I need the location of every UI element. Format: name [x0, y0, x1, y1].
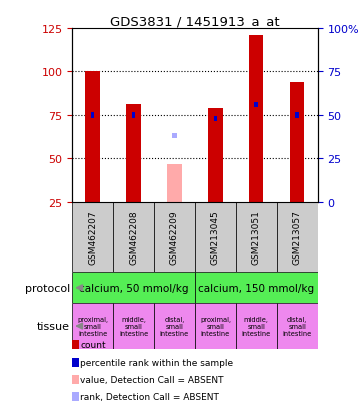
Bar — [167, 164, 182, 202]
Bar — [132, 113, 135, 118]
Bar — [195, 304, 236, 349]
Bar — [126, 105, 141, 202]
Bar — [72, 273, 195, 304]
Text: GSM462208: GSM462208 — [129, 210, 138, 265]
Bar — [295, 113, 299, 118]
Bar — [154, 202, 195, 273]
Text: middle,
small
intestine: middle, small intestine — [119, 316, 148, 336]
Bar — [214, 116, 217, 122]
Bar — [290, 83, 304, 202]
Text: calcium, 50 mmol/kg: calcium, 50 mmol/kg — [79, 283, 188, 293]
Text: rank, Detection Call = ABSENT: rank, Detection Call = ABSENT — [80, 392, 219, 401]
Bar — [113, 304, 154, 349]
Bar — [113, 202, 154, 273]
Bar — [195, 273, 318, 304]
Bar — [154, 304, 195, 349]
Bar — [86, 72, 100, 202]
Bar — [236, 304, 277, 349]
Text: count: count — [80, 340, 106, 349]
Bar — [255, 102, 258, 108]
Text: calcium, 150 mmol/kg: calcium, 150 mmol/kg — [198, 283, 314, 293]
Bar — [72, 304, 113, 349]
Text: tissue: tissue — [37, 321, 70, 331]
Text: distal,
small
intestine: distal, small intestine — [283, 316, 312, 336]
Bar — [208, 109, 222, 202]
Text: GSM462209: GSM462209 — [170, 210, 179, 265]
Title: GDS3831 / 1451913_a_at: GDS3831 / 1451913_a_at — [110, 15, 280, 28]
Bar — [172, 134, 177, 139]
Bar — [277, 202, 318, 273]
Bar — [72, 202, 113, 273]
Bar — [195, 202, 236, 273]
Text: GSM213057: GSM213057 — [293, 210, 302, 265]
Text: percentile rank within the sample: percentile rank within the sample — [80, 358, 233, 367]
Text: value, Detection Call = ABSENT: value, Detection Call = ABSENT — [80, 375, 224, 384]
Bar — [91, 113, 95, 118]
Text: distal,
small
intestine: distal, small intestine — [160, 316, 189, 336]
Text: GSM213045: GSM213045 — [211, 210, 220, 265]
Text: proximal,
small
intestine: proximal, small intestine — [200, 316, 231, 336]
Text: middle,
small
intestine: middle, small intestine — [242, 316, 271, 336]
Bar — [277, 304, 318, 349]
Text: GSM213051: GSM213051 — [252, 210, 261, 265]
Bar — [249, 36, 264, 202]
Bar — [236, 202, 277, 273]
Text: protocol: protocol — [25, 283, 70, 293]
Text: proximal,
small
intestine: proximal, small intestine — [77, 316, 108, 336]
Text: GSM462207: GSM462207 — [88, 210, 97, 265]
